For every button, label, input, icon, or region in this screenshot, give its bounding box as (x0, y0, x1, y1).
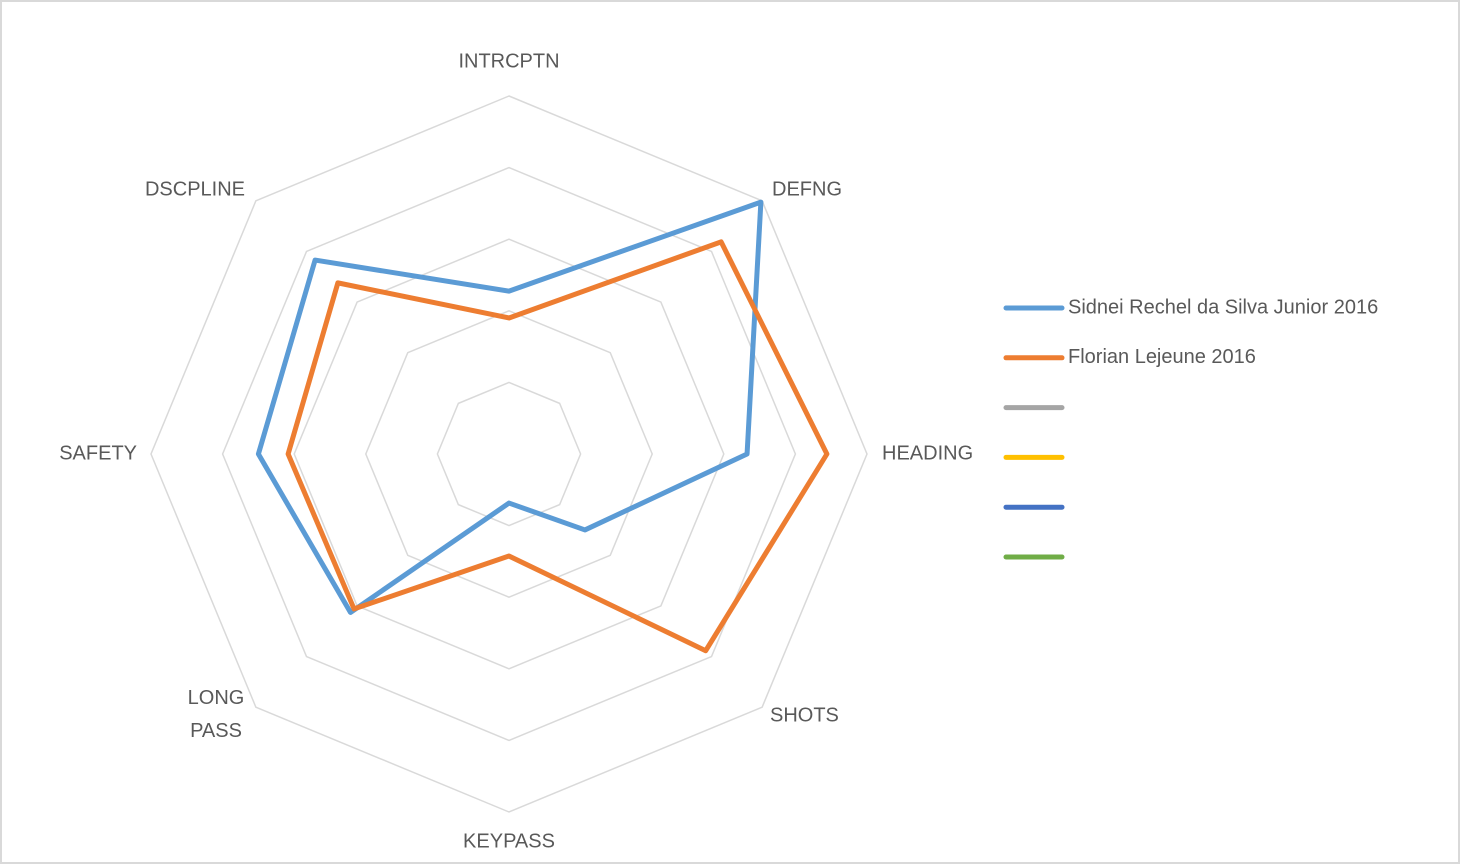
grid-ring (364, 309, 654, 599)
axis-label: INTRCPTN (458, 50, 559, 72)
axis-label: DSCPLINE (145, 178, 245, 200)
grid-ring (150, 95, 868, 813)
series-line (285, 239, 830, 654)
axis-label: DEFNG (772, 178, 842, 200)
axis-label: KEYPASS (463, 830, 555, 852)
axis-label: LONG PASS (188, 687, 245, 742)
legend-label: Florian Lejeune 2016 (1068, 346, 1256, 368)
grid-ring (293, 238, 725, 670)
series-line (255, 199, 764, 615)
grid-ring (221, 166, 797, 742)
axis-label: SHOTS (770, 704, 839, 726)
grid-ring (436, 381, 582, 527)
axis-label: HEADING (882, 442, 973, 464)
axis-label: SAFETY (59, 442, 137, 464)
legend-label: Sidnei Rechel da Silva Junior 2016 (1068, 296, 1378, 318)
